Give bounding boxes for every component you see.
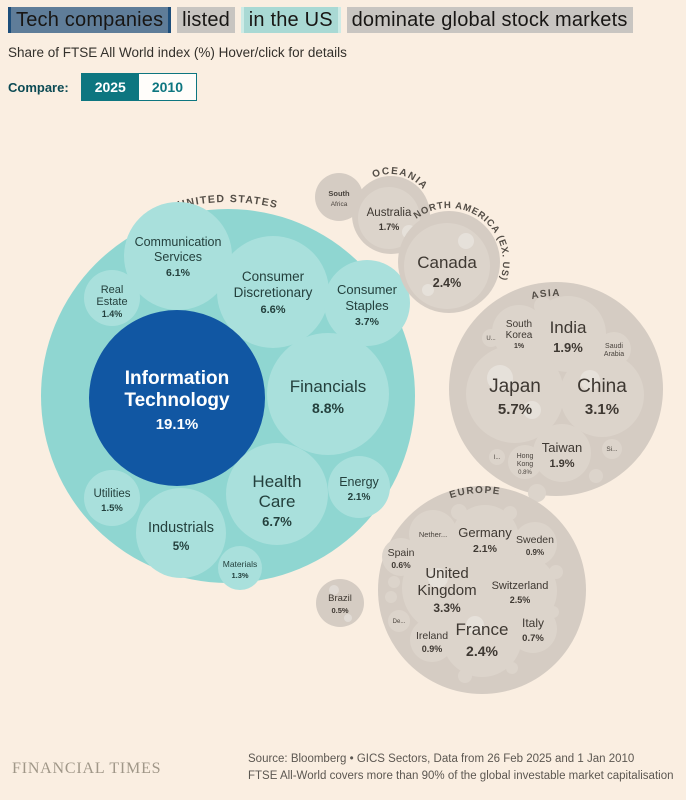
europe-small-bubble[interactable] xyxy=(385,591,397,603)
information-technology-circle[interactable] xyxy=(89,310,265,486)
financial-times-logo: FINANCIAL TIMES xyxy=(12,760,162,777)
compare-label: Compare: xyxy=(8,79,69,95)
energy-circle[interactable] xyxy=(328,456,390,518)
utilities-circle[interactable] xyxy=(84,470,140,526)
asia-tiny-bubble-2-circle[interactable] xyxy=(489,449,505,465)
materials-circle[interactable] xyxy=(218,546,262,590)
asia-tiny-bubble-1-circle[interactable] xyxy=(482,329,500,347)
title-highlight-in-the-us: in the US xyxy=(240,7,341,33)
france-circle[interactable] xyxy=(442,597,522,677)
region-asia: ASIA South Korea 1% India 1.9% S xyxy=(449,282,663,502)
europe-small-bubble[interactable] xyxy=(388,576,400,588)
bubble-health-care: Health Care 6.7% xyxy=(226,443,328,545)
japan-circle[interactable] xyxy=(466,345,564,443)
region-united-states: UNITED STATES Communication Services 6.1… xyxy=(41,193,415,590)
bubble-information-technology: Information Technology 19.1% xyxy=(89,310,265,486)
title-highlight-listed: listed xyxy=(177,7,235,33)
consumer-discretionary-circle[interactable] xyxy=(217,236,329,348)
bubble-real-estate: Real Estate 1.4% xyxy=(84,270,140,326)
title-highlight-tech-companies: Tech companies xyxy=(8,7,172,33)
asia-small-bubble[interactable] xyxy=(528,484,546,502)
compare-row: Compare: 2025 2010 xyxy=(8,73,678,101)
year-2010-button[interactable]: 2010 xyxy=(139,74,196,100)
bubble-materials: Materials 1.3% xyxy=(218,546,262,590)
communication-services-circle[interactable] xyxy=(124,202,232,310)
hong-kong-circle[interactable] xyxy=(508,445,542,479)
denmark-circle[interactable] xyxy=(388,610,410,632)
health-care-circle[interactable] xyxy=(226,443,328,545)
page-title: Tech companies listed in the US dominate… xyxy=(8,5,678,35)
financials-circle[interactable] xyxy=(267,333,389,455)
bubble-utilities: Utilities 1.5% xyxy=(84,470,140,526)
source-line-2: FTSE All-World covers more than 90% of t… xyxy=(248,770,674,782)
bubble-communication-services: Communication Services 6.1% xyxy=(124,202,232,310)
year-2025-button[interactable]: 2025 xyxy=(81,74,139,100)
china-circle[interactable] xyxy=(560,353,644,437)
bubble-industrials: Industrials 5% xyxy=(136,488,226,578)
header: Tech companies listed in the US dominate… xyxy=(8,5,678,101)
europe-small-bubble[interactable] xyxy=(549,565,563,579)
real-estate-circle[interactable] xyxy=(84,270,140,326)
australia-circle[interactable] xyxy=(358,187,420,249)
year-toggle: 2025 2010 xyxy=(80,73,197,101)
europe-small-bubble[interactable] xyxy=(503,506,517,520)
taiwan-circle[interactable] xyxy=(533,424,591,482)
canada-circle[interactable] xyxy=(404,223,490,309)
region-europe: EUROPE Nether... Germany xyxy=(378,483,586,694)
europe-small-bubble[interactable] xyxy=(547,606,559,618)
brazil-circle[interactable] xyxy=(316,579,364,627)
bubble-financials: Financials 8.8% xyxy=(267,333,389,455)
source-line-1: Source: Bloomberg • GICS Sectors, Data f… xyxy=(248,753,635,765)
south-africa-circle[interactable] xyxy=(315,173,363,221)
chart-subtitle: Share of FTSE All World index (%) Hover/… xyxy=(8,45,347,60)
india-circle[interactable] xyxy=(530,296,606,372)
asia-tiny-bubble-3-circle[interactable] xyxy=(602,439,622,459)
source-note: Source: Bloomberg • GICS Sectors, Data f… xyxy=(248,751,674,785)
asia-small-bubble[interactable] xyxy=(589,469,603,483)
bubble-brazil: Brazil 0.5% xyxy=(316,579,364,627)
title-highlight-dominate: dominate global stock markets xyxy=(346,7,633,33)
europe-small-bubble[interactable] xyxy=(506,662,518,674)
industrials-circle[interactable] xyxy=(136,488,226,578)
italy-circle[interactable] xyxy=(509,605,557,653)
asia-small-bubble[interactable] xyxy=(534,297,552,315)
footer: FINANCIAL TIMES Source: Bloomberg • GICS… xyxy=(0,748,686,800)
europe-small-bubble[interactable] xyxy=(458,669,472,683)
europe-small-bubble[interactable] xyxy=(451,504,467,520)
bubble-energy: Energy 2.1% xyxy=(328,456,390,518)
consumer-staples-circle[interactable] xyxy=(324,260,410,346)
bubble-consumer-staples: Consumer Staples 3.7% xyxy=(324,260,410,346)
